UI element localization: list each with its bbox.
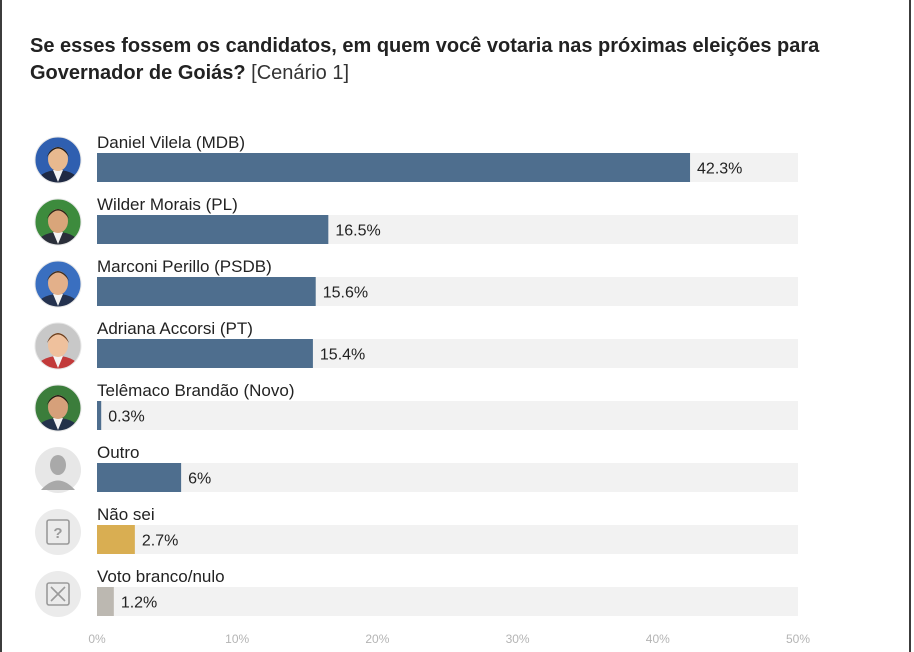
bar-row: Outro 6% — [35, 443, 798, 493]
bar-row: Marconi Perillo (PSDB) 15.6% — [34, 257, 798, 308]
bar-track — [97, 401, 798, 430]
bar — [97, 339, 313, 368]
x-tick-label: 10% — [225, 632, 249, 646]
x-tick-label: 0% — [88, 632, 106, 646]
photo-border — [34, 198, 82, 246]
category-label: Marconi Perillo (PSDB) — [97, 257, 272, 276]
left-frame-edge — [0, 0, 2, 652]
photo-border — [34, 322, 82, 370]
right-frame-edge — [909, 0, 911, 652]
candidate-photo — [35, 137, 81, 183]
x-tick-label: 40% — [646, 632, 670, 646]
chart-title: Se esses fossem os candidatos, em quem v… — [30, 33, 870, 87]
bar — [97, 153, 691, 182]
value-label: 15.4% — [320, 347, 365, 364]
bar-row: Wilder Morais (PL) 16.5% — [34, 195, 798, 246]
photo-border — [34, 136, 82, 184]
category-label: Adriana Accorsi (PT) — [97, 319, 253, 338]
bar — [97, 525, 135, 554]
category-label: Voto branco/nulo — [97, 567, 225, 586]
question-mark-icon: ? — [35, 509, 81, 555]
bar-row: Daniel Vilela (MDB) 42.3% — [34, 133, 798, 184]
photo-border — [34, 260, 82, 308]
chart-title-question: Se esses fossem os candidatos, em quem v… — [30, 35, 820, 84]
bar — [97, 215, 329, 244]
value-label: 16.5% — [335, 223, 380, 240]
category-label: Daniel Vilela (MDB) — [97, 133, 245, 152]
bar — [97, 587, 114, 616]
bar-track — [97, 463, 798, 492]
bar-row: Voto branco/nulo 1.2% — [35, 567, 798, 617]
question-mark-glyph: ? — [53, 525, 62, 542]
bar — [97, 277, 316, 306]
candidate-photo — [35, 385, 81, 431]
bar-row: Adriana Accorsi (PT) 15.4% — [34, 319, 798, 370]
bar-row: ? Não sei 2.7% — [35, 505, 798, 555]
category-label: Não sei — [97, 505, 155, 524]
candidate-photo — [35, 199, 81, 245]
bar — [97, 463, 182, 492]
category-label: Wilder Morais (PL) — [97, 195, 238, 214]
category-label: Telêmaco Brandão (Novo) — [97, 381, 294, 400]
x-box-icon — [35, 571, 81, 617]
bar-track — [97, 587, 798, 616]
x-tick-label: 20% — [365, 632, 389, 646]
bar — [97, 401, 102, 430]
photo-border — [34, 384, 82, 432]
bar-row: Telêmaco Brandão (Novo) 0.3% — [34, 381, 798, 432]
value-label: 6% — [188, 471, 211, 488]
value-label: 1.2% — [121, 595, 157, 612]
bar-track — [97, 525, 798, 554]
x-tick-label: 30% — [506, 632, 530, 646]
x-tick-label: 50% — [786, 632, 810, 646]
chart-title-scenario: [Cenário 1] — [251, 62, 350, 84]
candidate-photo — [35, 323, 81, 369]
person-silhouette-icon — [35, 447, 81, 493]
value-label: 0.3% — [108, 409, 144, 426]
value-label: 42.3% — [697, 161, 742, 178]
value-label: 2.7% — [142, 533, 178, 550]
category-label: Outro — [97, 443, 140, 462]
candidate-photo — [35, 261, 81, 307]
value-label: 15.6% — [323, 285, 368, 302]
